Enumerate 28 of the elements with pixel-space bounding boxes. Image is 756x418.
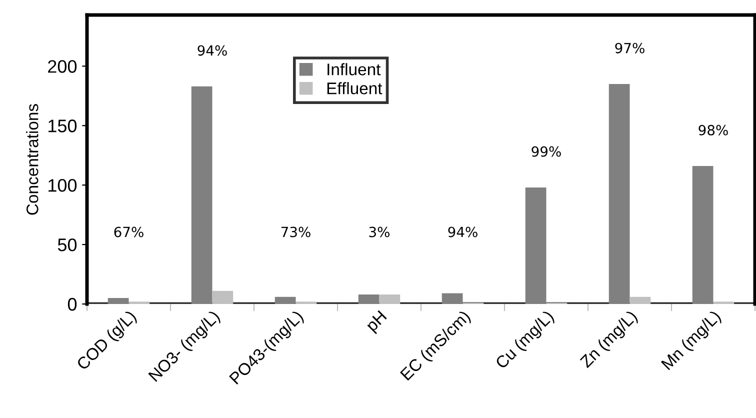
bar (358, 294, 380, 304)
bar (191, 86, 212, 304)
y-tick-label: 200 (48, 60, 77, 73)
legend-label: Influent (328, 63, 381, 76)
annotation: 98% (698, 124, 728, 136)
y-tick-label: 0 (68, 298, 77, 311)
annotation: 3% (369, 226, 390, 238)
annotation: 97% (615, 42, 644, 54)
bar (212, 290, 234, 304)
bar (379, 294, 400, 304)
annotation: 94% (198, 45, 227, 56)
annotation: 67% (114, 226, 144, 238)
bar (442, 293, 463, 304)
annotation: 99% (532, 146, 561, 157)
legend-label: Effluent (327, 82, 382, 94)
annotation: 94% (448, 226, 478, 238)
y-tick-label: 100 (48, 179, 77, 192)
bar (608, 84, 630, 304)
bar (525, 187, 546, 304)
bar (274, 296, 296, 304)
y-tick-label: 50 (58, 238, 77, 252)
bar (630, 296, 651, 304)
y-tick-label: 150 (48, 120, 77, 132)
bar (692, 166, 714, 304)
bar (108, 298, 129, 304)
y-axis-title: Concentrations (26, 104, 38, 215)
annotation: 73% (281, 226, 310, 238)
x-tick-label: pH (365, 310, 390, 334)
